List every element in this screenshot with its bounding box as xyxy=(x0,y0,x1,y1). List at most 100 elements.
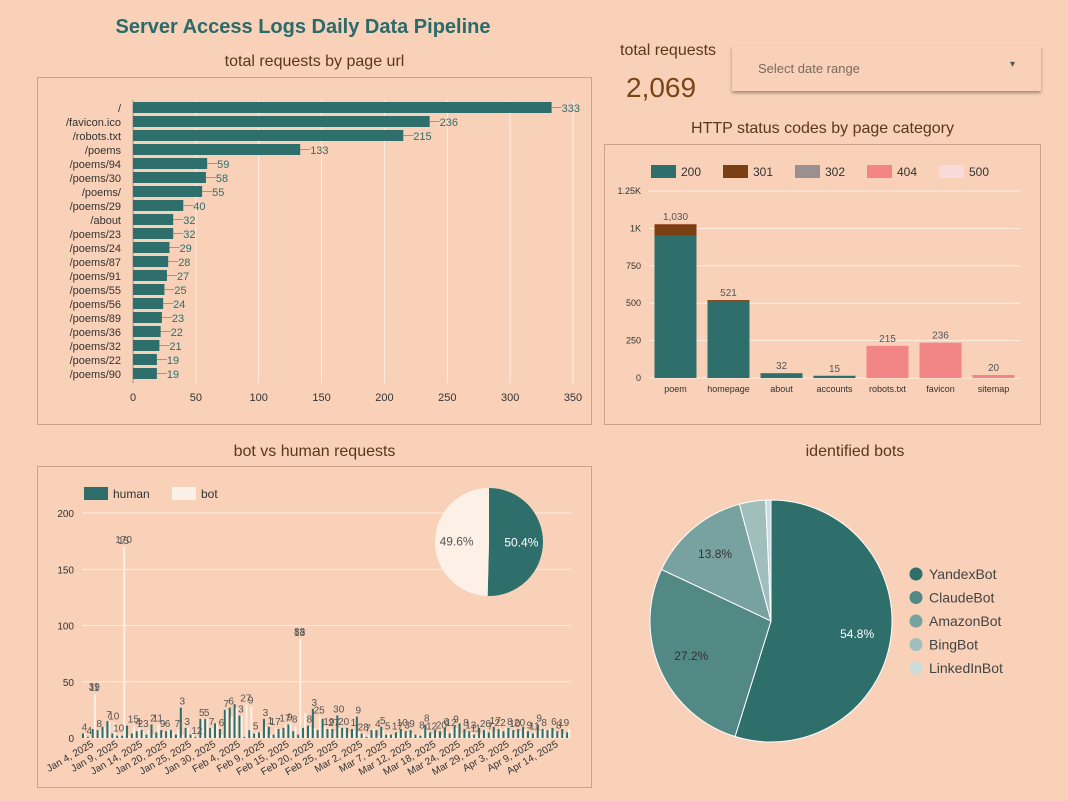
date-range-picker[interactable]: Select date range ▾ xyxy=(732,46,1041,91)
total-label: 215 xyxy=(879,334,896,345)
human-bar xyxy=(248,730,251,738)
pie-slice xyxy=(765,499,772,622)
bot-bar xyxy=(436,732,439,738)
bots-chart-panel: 54.8% YandexBot 27.2% ClaudeBot 13.8% AmazonB… xyxy=(604,466,1068,788)
bot-bar xyxy=(216,723,219,738)
human-bar xyxy=(170,730,173,738)
human-bar xyxy=(346,727,349,738)
bot-bar xyxy=(524,729,527,738)
bar-value-label: 12 xyxy=(426,721,438,732)
bot-bar xyxy=(382,730,385,738)
bot-bar xyxy=(225,709,228,738)
bot-bar xyxy=(357,731,360,738)
bot-bar xyxy=(147,730,150,738)
data-label: 133 xyxy=(310,145,328,157)
bot-bar xyxy=(401,731,404,738)
bar-value-label: 8 xyxy=(424,714,430,725)
bot-bar xyxy=(416,734,419,738)
human-bar xyxy=(443,727,446,738)
human-bar xyxy=(341,727,344,738)
pie-label: 50.4% xyxy=(504,535,538,549)
bot-bar xyxy=(289,723,292,738)
bar-value-label: 15 xyxy=(118,536,130,547)
human-bar xyxy=(536,724,539,738)
bot-bar xyxy=(553,731,556,738)
legend-swatch xyxy=(651,165,676,178)
legend-label: human xyxy=(113,487,150,501)
human-bar xyxy=(253,733,256,738)
category-label: /poems/55 xyxy=(70,285,121,297)
category-label: homepage xyxy=(707,384,750,394)
bot-bar xyxy=(308,726,312,738)
human-bar xyxy=(302,727,305,738)
status-chart-panel: 200 301 302 404 500 0 250 500 750 1K 1.25K 1,030 poe… xyxy=(604,144,1041,425)
bar xyxy=(133,130,404,141)
bot-bar xyxy=(406,732,409,738)
bot-bar xyxy=(176,730,180,738)
bar-value-label: 6 xyxy=(228,697,234,708)
bar xyxy=(133,116,430,127)
bar xyxy=(133,228,174,239)
human-bar xyxy=(277,729,280,738)
bar-value-label: 19 xyxy=(323,717,335,728)
category-label: /about xyxy=(90,215,121,227)
bar-value-label: 12 xyxy=(446,718,458,729)
bot-bar xyxy=(235,707,238,738)
bar-value-label: 25 xyxy=(314,706,326,717)
human-bar xyxy=(419,735,422,738)
urls-bar-chart: 0 50 100 150 200 250 300 350 / 333/favicon.ico 236… xyxy=(66,100,582,404)
bot-bar xyxy=(304,713,307,738)
human-bar xyxy=(82,733,85,738)
bar-value-label: 8 xyxy=(541,718,547,729)
bot-bar xyxy=(152,734,155,738)
bar-value-label: 11 xyxy=(470,724,481,735)
bar-value-label: 17 xyxy=(392,721,404,732)
human-bar xyxy=(556,731,559,738)
bot-bar xyxy=(108,721,111,738)
human-bar xyxy=(287,724,290,738)
bar-segment xyxy=(972,375,1015,378)
bot-bar xyxy=(504,727,507,738)
category-label: favicon xyxy=(926,384,955,394)
human-bar xyxy=(487,732,490,738)
dropdown-caret-icon[interactable]: ▾ xyxy=(1009,59,1015,70)
bar-value-label: 88 xyxy=(294,627,306,638)
legend-label: BingBot xyxy=(929,637,978,653)
x-tick-label: 250 xyxy=(438,392,456,404)
total-label: 32 xyxy=(776,361,788,372)
bot-bar xyxy=(494,731,497,738)
human-bar xyxy=(135,731,138,738)
bar-value-label: 8 xyxy=(556,720,562,731)
x-tick-label: 0 xyxy=(130,392,136,404)
bot-bar xyxy=(113,722,116,738)
pie-label: 54.8% xyxy=(840,627,874,641)
human-bar xyxy=(116,735,119,738)
bar xyxy=(133,284,165,295)
human-bar xyxy=(243,736,246,738)
bot-bar xyxy=(455,727,458,738)
bot-bar xyxy=(377,735,380,738)
y-tick-label: 0 xyxy=(68,734,74,745)
x-tick-label: 300 xyxy=(501,392,519,404)
legend-dot xyxy=(909,567,923,581)
human-bar xyxy=(91,729,94,738)
human-bar xyxy=(106,721,109,738)
bar-value-label: 5 xyxy=(253,721,259,732)
bot-bar xyxy=(333,731,336,738)
bar-value-label: 9 xyxy=(536,714,542,725)
bar-value-label: 3 xyxy=(184,717,190,728)
bot-bar xyxy=(348,732,351,738)
bar-value-label: 10 xyxy=(113,724,125,735)
bot-bar xyxy=(533,732,536,738)
bar-value-label: 9 xyxy=(160,719,166,730)
legend-swatch xyxy=(939,165,964,178)
human-bar xyxy=(194,736,197,738)
category-label: sitemap xyxy=(978,384,1010,394)
bot-bar xyxy=(137,727,140,738)
human-bar xyxy=(360,733,363,738)
total-label: 521 xyxy=(720,288,737,299)
legend-swatch xyxy=(84,487,108,500)
human-bar xyxy=(531,733,534,738)
human-bar xyxy=(174,734,177,738)
botvshuman-chart-title: bot vs human requests xyxy=(233,443,396,460)
